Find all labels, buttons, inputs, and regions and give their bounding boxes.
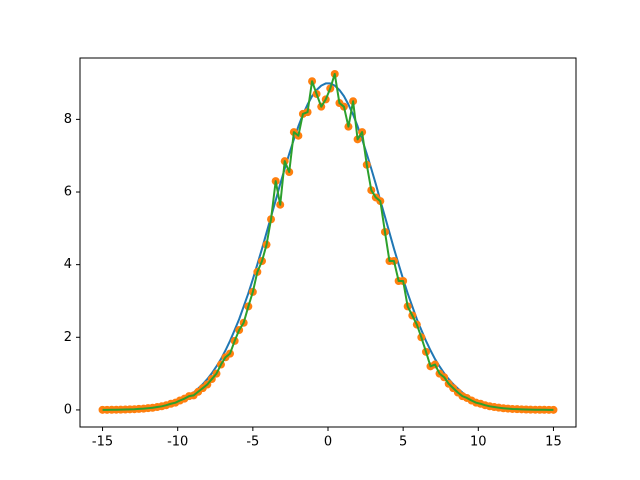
x-tick-label: 0 — [324, 435, 332, 450]
y-tick-label: 8 — [64, 112, 72, 127]
x-tick-label: -15 — [92, 435, 113, 450]
plot-area — [98, 69, 558, 414]
y-tick-label: 4 — [64, 257, 72, 272]
y-tick-label: 2 — [64, 330, 72, 345]
data-point — [549, 405, 558, 414]
x-tick-label: 10 — [470, 435, 487, 450]
y-tick-label: 6 — [64, 185, 72, 200]
y-tick-label: 0 — [64, 402, 72, 417]
x-tick-label: -5 — [246, 435, 259, 450]
x-tick-label: -10 — [167, 435, 188, 450]
x-tick-label: 5 — [399, 435, 407, 450]
x-tick-label: 15 — [545, 435, 562, 450]
data-line — [102, 72, 554, 411]
